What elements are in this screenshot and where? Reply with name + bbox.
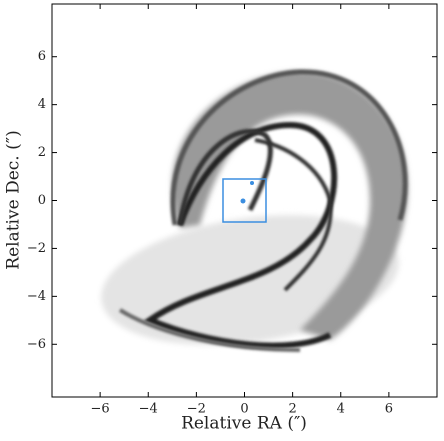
y-tick-label: −6 bbox=[27, 337, 46, 352]
x-axis-label: Relative RA (″) bbox=[181, 414, 307, 434]
x-tick-label: −2 bbox=[187, 402, 206, 417]
y-tick-label: 2 bbox=[38, 145, 46, 160]
source-box bbox=[222, 178, 267, 223]
y-tick-label: −2 bbox=[27, 241, 46, 256]
y-tick-label: 6 bbox=[38, 49, 46, 64]
x-tick-label: −4 bbox=[139, 402, 158, 417]
lensed-image bbox=[101, 69, 408, 352]
x-tick-label: 2 bbox=[288, 402, 296, 417]
y-tick-label: 0 bbox=[38, 193, 46, 208]
y-tick-label: −4 bbox=[27, 289, 46, 304]
y-axis-label: Relative Dec. (″) bbox=[4, 130, 24, 269]
x-tick-label: 4 bbox=[337, 402, 345, 417]
x-tick-label: 0 bbox=[240, 402, 248, 417]
source-point bbox=[240, 198, 246, 204]
source-point bbox=[250, 181, 254, 185]
x-tick-label: 6 bbox=[385, 402, 393, 417]
y-tick-label: 4 bbox=[38, 97, 46, 112]
x-tick-label: −6 bbox=[91, 402, 110, 417]
